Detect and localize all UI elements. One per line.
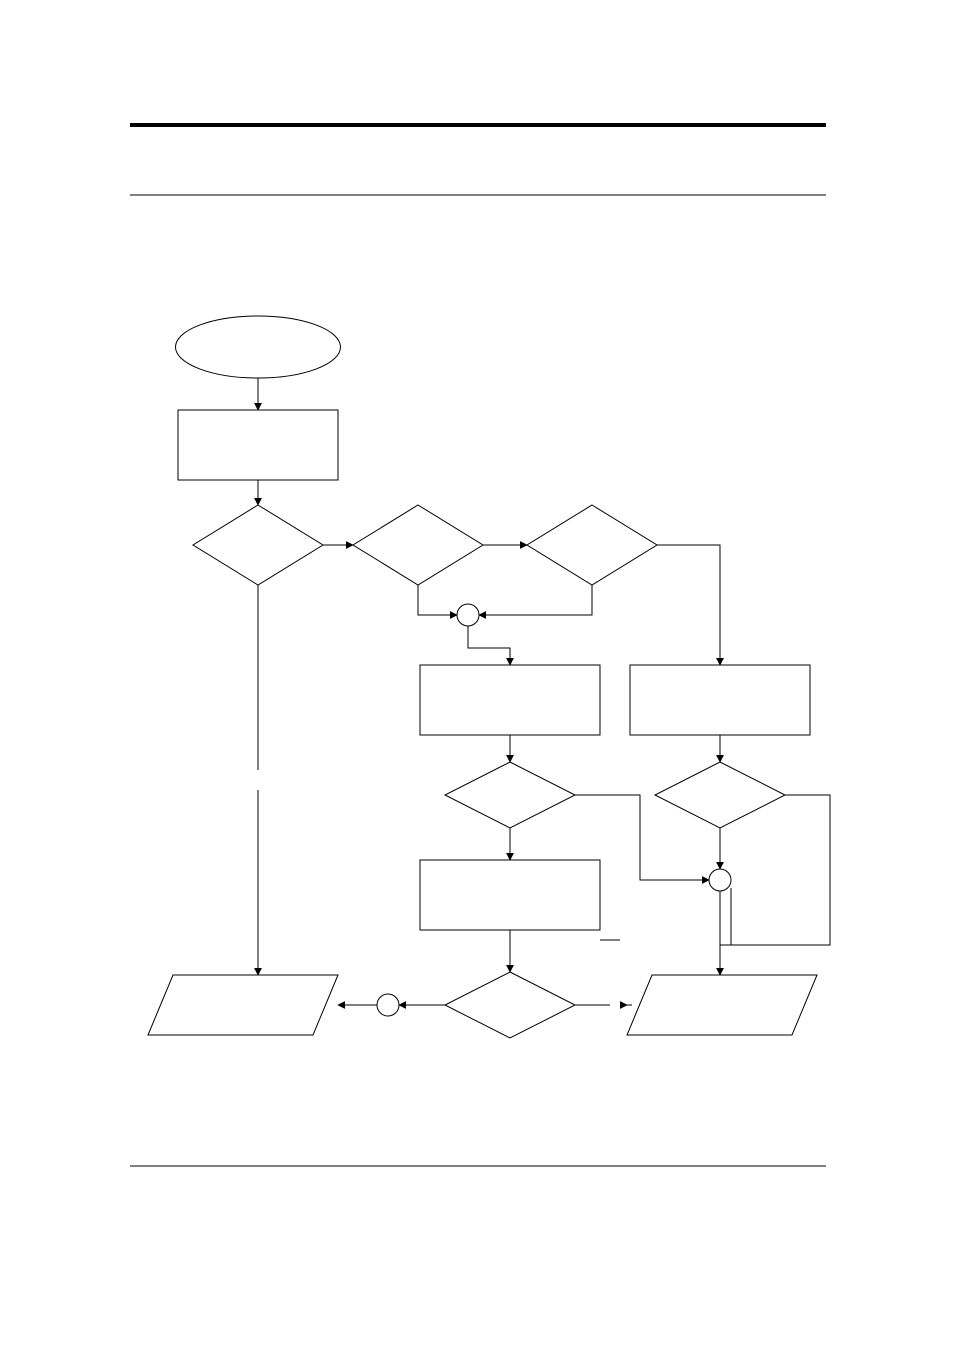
node-dec4 — [445, 762, 575, 828]
node-join3 — [377, 994, 399, 1016]
node-start — [176, 316, 341, 378]
node-dec5 — [655, 762, 785, 828]
node-out1 — [148, 975, 338, 1035]
node-out2 — [627, 975, 817, 1035]
node-proc2 — [420, 665, 600, 735]
node-dec1 — [193, 505, 323, 585]
node-join2 — [709, 869, 731, 891]
node-proc3 — [630, 665, 810, 735]
node-dec3 — [527, 505, 657, 585]
flowchart-canvas — [0, 0, 954, 1351]
node-join1 — [457, 604, 479, 626]
node-dec2 — [353, 505, 483, 585]
node-proc1 — [178, 410, 338, 480]
node-proc4 — [420, 860, 600, 930]
node-dec6 — [445, 972, 575, 1038]
